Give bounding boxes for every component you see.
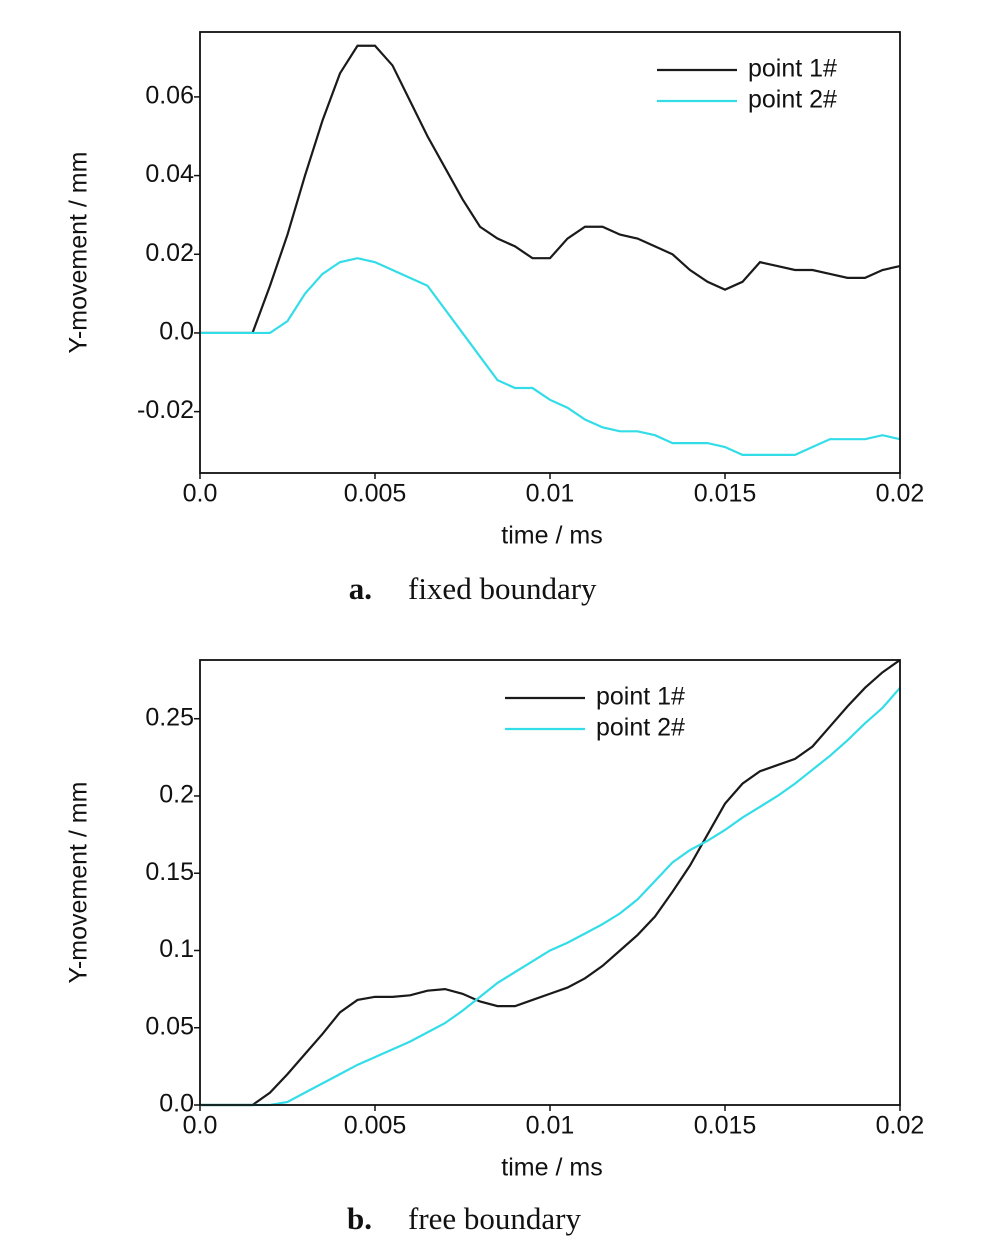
legend-label: point 2# <box>748 86 837 114</box>
data-line <box>200 659 901 1107</box>
y-tick-label: 0.25 <box>145 703 194 731</box>
caption: fixed boundary <box>408 571 597 606</box>
x-tick-label: 0.02 <box>876 480 925 508</box>
x-tick-label: 0.02 <box>876 1112 925 1140</box>
x-tick-label: 0.01 <box>526 480 575 508</box>
y-tick-label: 0.05 <box>145 1012 194 1040</box>
y-axis-label: Y-movement / mm <box>65 152 93 354</box>
y-tick-label: 0.02 <box>145 239 194 267</box>
caption-label: b. <box>347 1201 372 1236</box>
plot-frame <box>199 659 901 1106</box>
legend-label: point 1# <box>596 683 685 711</box>
x-axis-label: time / ms <box>501 1154 602 1182</box>
plot-frame <box>199 31 901 474</box>
y-tick-label: -0.02 <box>137 396 194 424</box>
caption-label: a. <box>349 571 372 606</box>
x-tick-label: 0.0 <box>183 480 218 508</box>
x-axis-label: time / ms <box>501 522 602 550</box>
y-tick-label: 0.06 <box>145 82 194 110</box>
x-tick-label: 0.0 <box>183 1112 218 1140</box>
y-tick-label: 0.1 <box>159 935 194 963</box>
x-tick-label: 0.005 <box>344 1112 407 1140</box>
x-tick-label: 0.015 <box>694 480 757 508</box>
caption: free boundary <box>408 1201 581 1236</box>
data-line <box>200 687 901 1107</box>
data-line <box>200 257 901 456</box>
y-tick-label: 0.15 <box>145 858 194 886</box>
x-tick-label: 0.01 <box>526 1112 575 1140</box>
x-tick-label: 0.015 <box>694 1112 757 1140</box>
x-tick-label: 0.005 <box>344 480 407 508</box>
y-tick-label: 0.04 <box>145 160 194 188</box>
legend-label: point 2# <box>596 714 685 742</box>
data-line <box>200 44 901 335</box>
y-tick-label: 0.0 <box>159 1090 194 1118</box>
y-tick-label: 0.2 <box>159 781 194 809</box>
legend-label: point 1# <box>748 55 837 83</box>
y-tick-label: 0.0 <box>159 318 194 346</box>
y-axis-label: Y-movement / mm <box>65 782 93 984</box>
